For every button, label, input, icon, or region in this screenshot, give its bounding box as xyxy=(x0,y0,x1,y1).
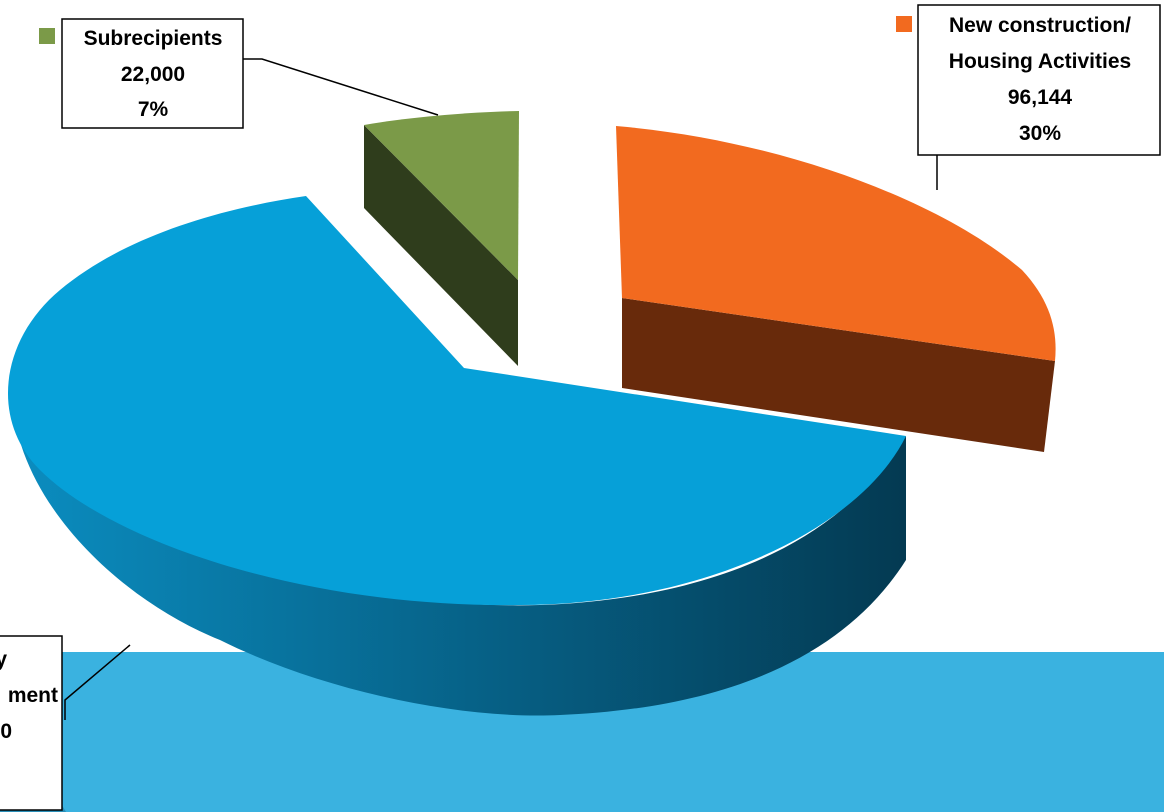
label-fragment-1: y xyxy=(0,648,7,671)
pie-slice-2-top xyxy=(616,126,1056,361)
label-percent: 30% xyxy=(1019,122,1061,145)
label-value: 22,000 xyxy=(121,63,185,86)
label-name-line2: Housing Activities xyxy=(949,50,1131,73)
data-label-new-construction: New construction/ Housing Activities 96,… xyxy=(896,4,1161,156)
pie-slice-1-top xyxy=(364,111,519,280)
pie-slice-1[interactable] xyxy=(364,111,519,366)
label-name: Subrecipients xyxy=(84,27,223,50)
pie-slice-1-side xyxy=(364,125,518,366)
label-fragment-3: 0 xyxy=(0,720,12,743)
data-label-blue-slice: y ment 0 xyxy=(0,635,63,811)
data-label-subrecipients: Subrecipients 22,000 7% xyxy=(39,18,244,129)
leader-line-subrecipients xyxy=(243,58,439,116)
label-box xyxy=(61,18,244,129)
label-percent: 7% xyxy=(138,98,169,121)
label-fragment-2: ment xyxy=(8,684,58,707)
legend-swatch-orange xyxy=(896,16,912,32)
label-box xyxy=(0,635,63,811)
pie-slice-3-side xyxy=(12,392,906,716)
label-value: 96,144 xyxy=(1008,86,1073,109)
pie-slice-3[interactable] xyxy=(7,196,907,716)
label-box xyxy=(917,4,1161,156)
leader-line-blue xyxy=(64,644,131,720)
legend-swatch-green xyxy=(39,28,55,44)
pie-slice-2[interactable] xyxy=(616,126,1056,452)
pie-slice-3-top xyxy=(7,196,907,606)
pie-slice-2-side xyxy=(622,298,1055,452)
label-name-line1: New construction/ xyxy=(949,14,1131,37)
